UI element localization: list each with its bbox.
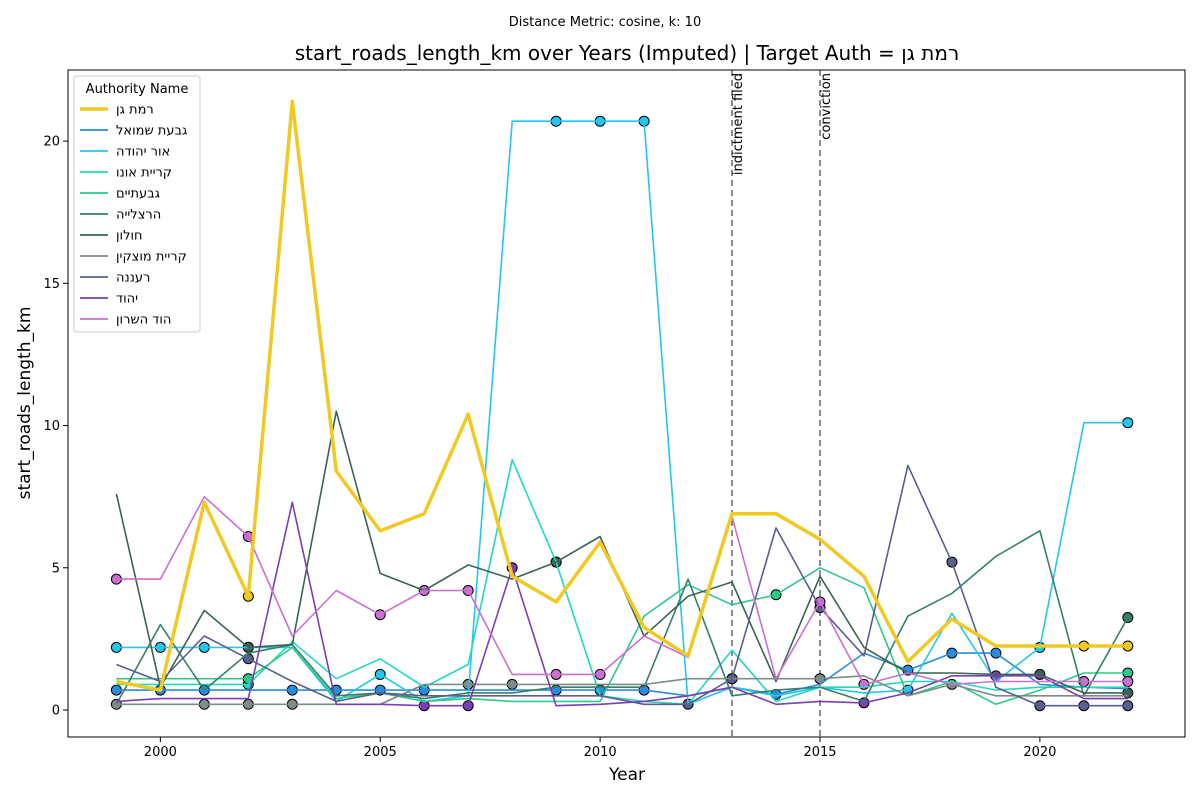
legend-box [73, 75, 201, 333]
legend-label: חולון [116, 229, 143, 244]
legend-entry-3: קריית אונו [80, 166, 172, 181]
series-3 [116, 458, 1128, 706]
series-line-0 [116, 99, 1128, 692]
series-line-10 [116, 495, 1128, 686]
y-axis: 0 5 10 15 20 [43, 135, 68, 718]
series-line-1 [116, 652, 1128, 697]
legend-entry-0: רמת גן [80, 103, 154, 118]
series-line-9 [116, 501, 1128, 707]
series-8 [116, 464, 1128, 707]
series-10 [116, 495, 1128, 686]
y-axis-label: start_roads_length_km [15, 307, 35, 500]
legend-entry-10: הוד השרון [80, 313, 171, 328]
series-1 [116, 652, 1128, 697]
legend: Authority Name רמת גן גבעת שמואל אור יהודה… [73, 75, 201, 333]
legend-label: הרצלייה [116, 208, 161, 223]
series-2 [116, 120, 1128, 706]
x-tick-label: 2020 [1023, 745, 1056, 760]
x-axis: 2000 2005 2010 2015 2020 [144, 737, 1056, 760]
event-label-0: indictment filed [731, 73, 746, 175]
y-tick-label: 20 [43, 135, 60, 150]
legend-entry-7: קריית מוצקין [80, 250, 187, 265]
series-5 [115, 529, 1129, 705]
legend-label: יהוד [116, 292, 138, 307]
chart-suptitle: Distance Metric: cosine, k: 10 [509, 15, 701, 30]
legend-entry-5: הרצלייה [80, 208, 161, 223]
legend-label: גבעת שמואל [116, 124, 187, 139]
legend-entry-2: אור יהודה [80, 145, 170, 160]
event-label-1: conviction [819, 73, 834, 140]
legend-label: אור יהודה [116, 145, 170, 160]
legend-entry-6: חולון [80, 229, 143, 244]
legend-label: רעננה [116, 271, 150, 286]
x-tick-label: 2005 [364, 745, 397, 760]
series-9 [116, 501, 1128, 707]
series-4 [116, 566, 1128, 706]
plot-area: indictment filed conviction [110, 70, 1134, 737]
plot-frame [67, 69, 1186, 738]
legend-label: גבעתיים [116, 187, 160, 202]
y-tick-label: 15 [43, 277, 60, 292]
legend-label: רמת גן [116, 103, 154, 118]
y-tick-label: 5 [52, 561, 60, 576]
series-line-7 [116, 674, 1128, 706]
legend-label: קריית אונו [116, 166, 172, 181]
series-line-8 [116, 464, 1128, 707]
legend-label: קריית מוצקין [116, 250, 187, 265]
x-tick-label: 2015 [803, 745, 836, 760]
series-line-2 [116, 120, 1128, 706]
chart-title: start_roads_length_km over Years (Impute… [295, 41, 960, 65]
x-tick-label: 2010 [584, 745, 617, 760]
series-line-3 [116, 458, 1128, 706]
legend-entry-1: גבעת שמואל [80, 124, 187, 139]
x-axis-label: Year [608, 765, 645, 785]
legend-entry-8: רעננה [80, 271, 150, 286]
series-line-5 [115, 529, 1129, 705]
y-tick-label: 10 [43, 419, 60, 434]
series-0 [116, 99, 1128, 692]
legend-title: Authority Name [86, 82, 189, 97]
series-line-4 [116, 566, 1128, 706]
x-tick-label: 2000 [144, 745, 177, 760]
legend-label: הוד השרון [116, 313, 171, 328]
y-tick-label: 0 [52, 703, 60, 718]
legend-entry-4: גבעתיים [80, 187, 160, 202]
legend-entry-9: יהוד [80, 292, 138, 307]
series-7 [116, 674, 1128, 706]
